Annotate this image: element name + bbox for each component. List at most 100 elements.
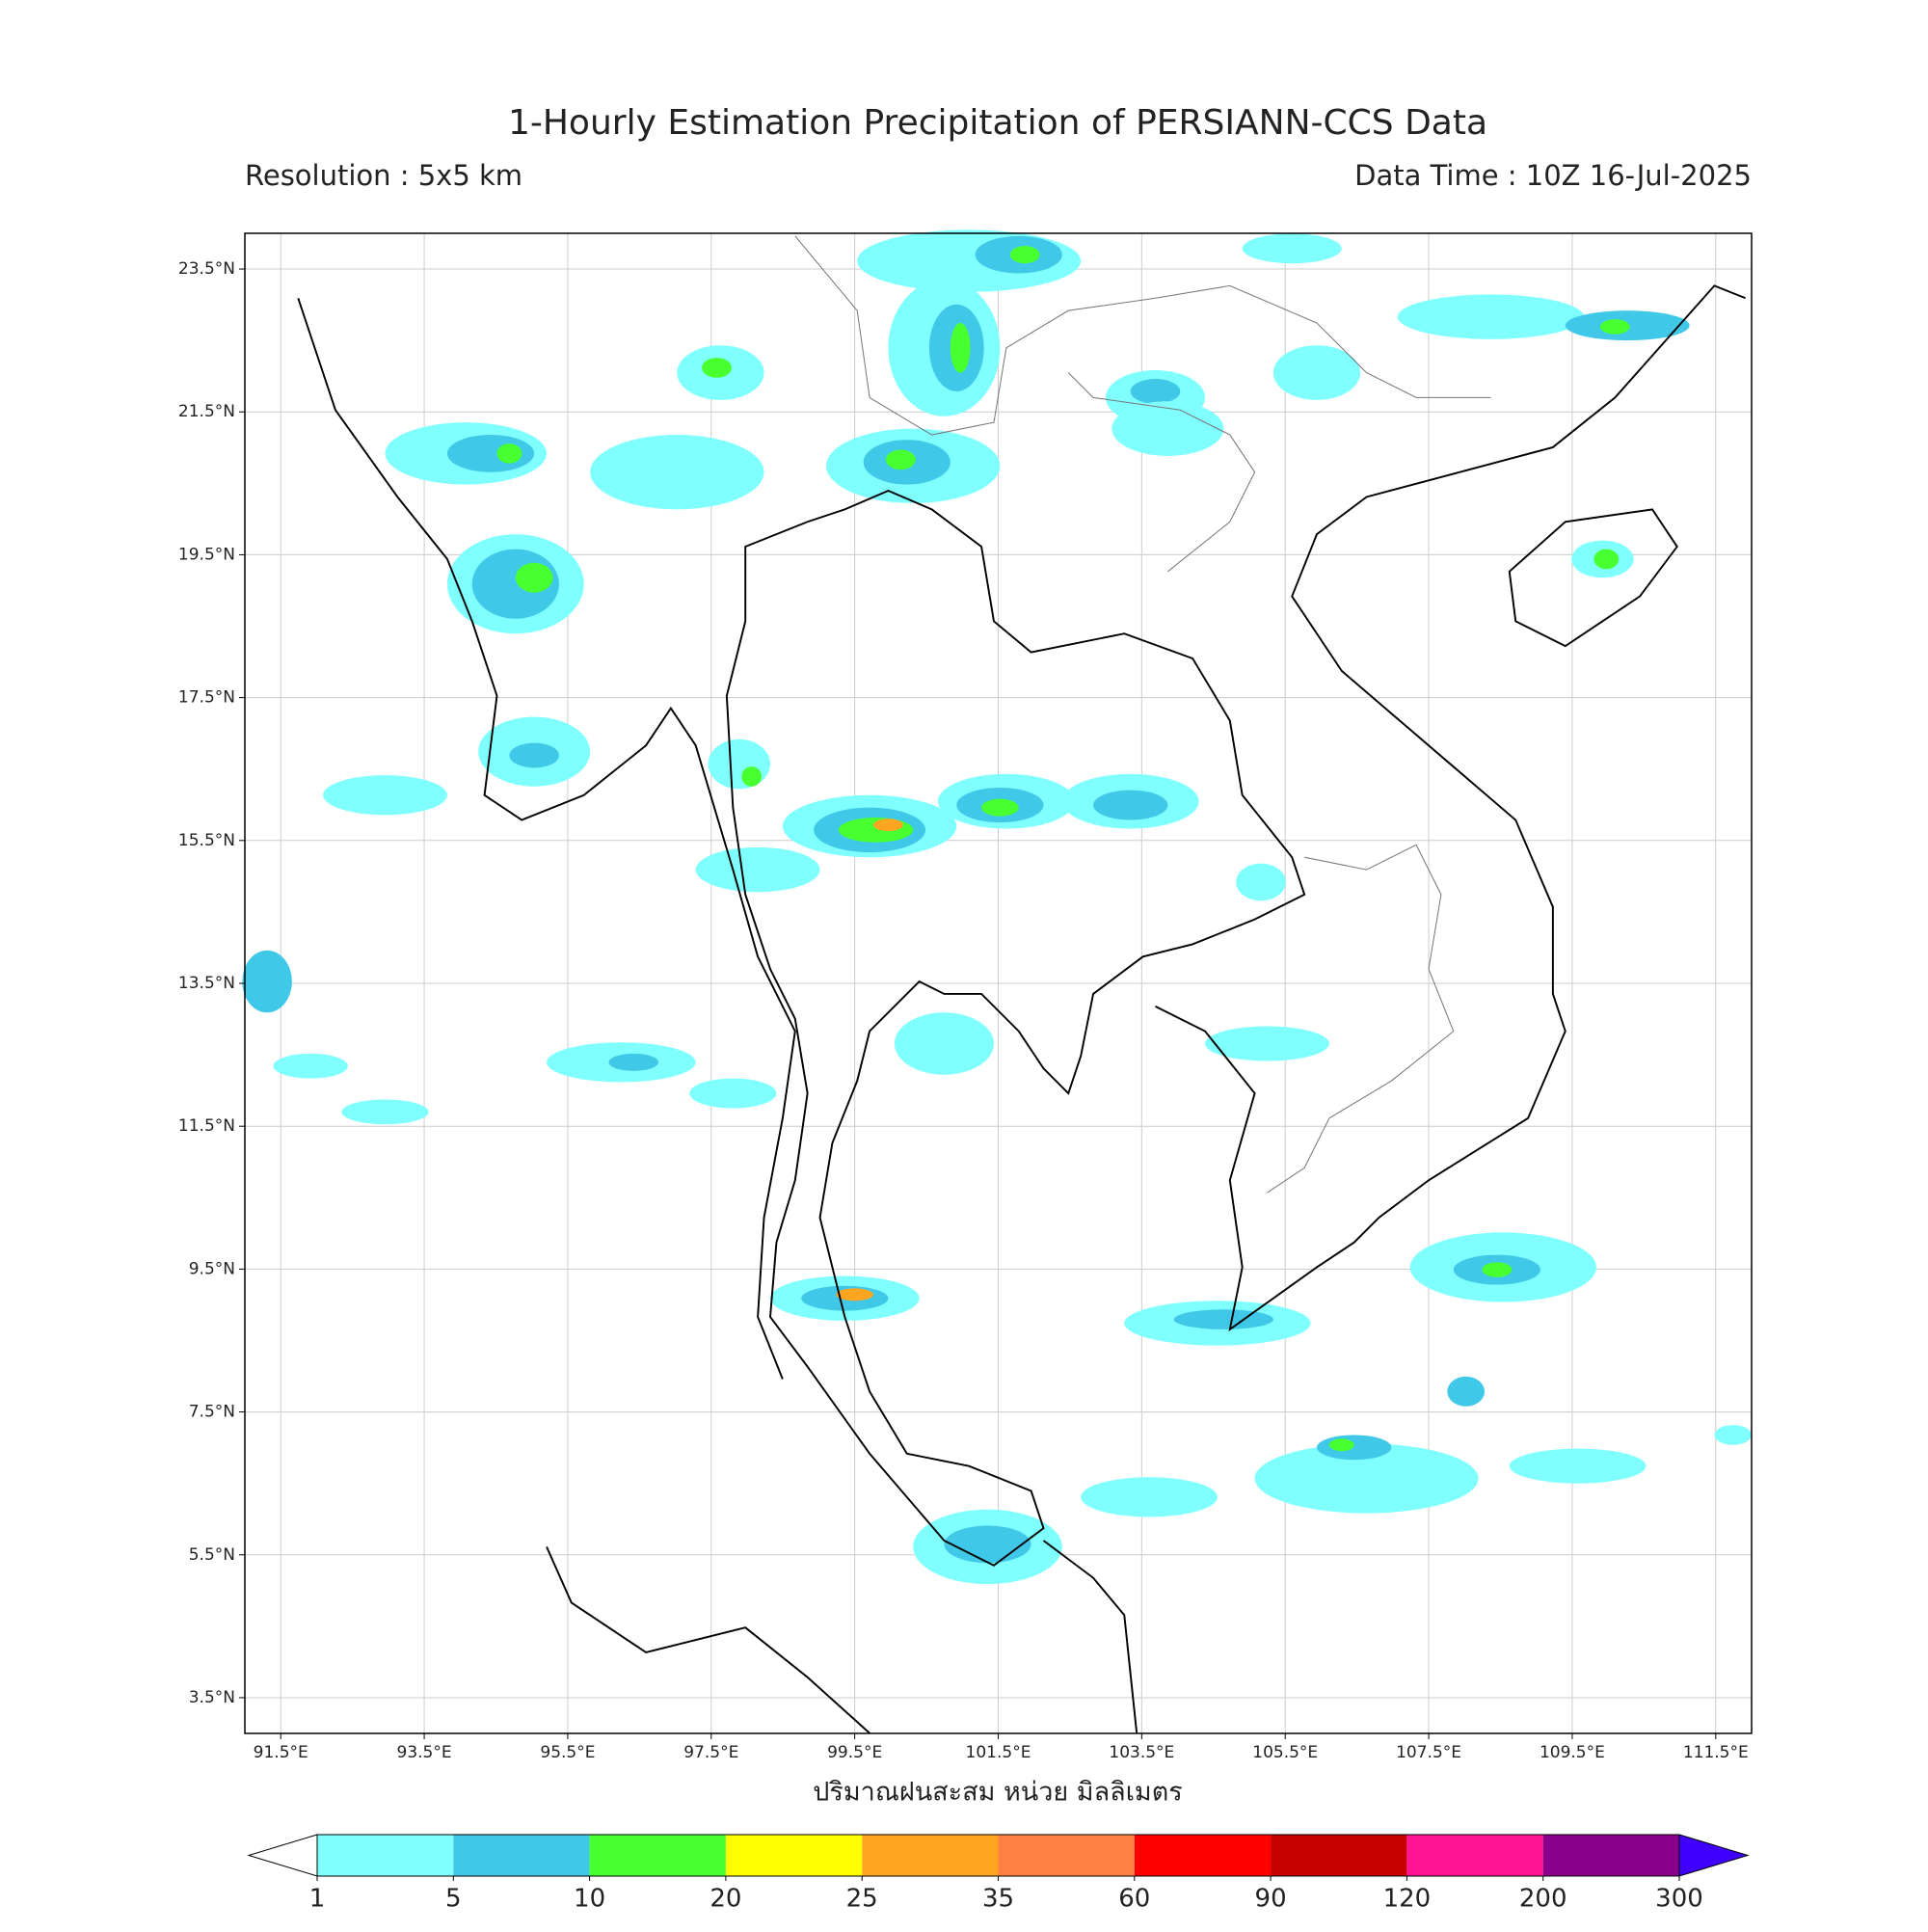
- colorbar-segment: [317, 1835, 454, 1876]
- x-tick-label: 109.5°E: [1540, 1743, 1605, 1762]
- y-tick-label: 11.5°N: [178, 1116, 235, 1136]
- y-tick-label: 17.5°N: [178, 688, 235, 708]
- colorbar-segment: [725, 1835, 863, 1876]
- colorbar-label: 300: [1655, 1885, 1703, 1914]
- axes: 91.5°E 93.5°E 95.5°E 97.5°E 99.5°E 101.5°E 103…: [178, 259, 1749, 1762]
- colorbar-label: 5: [445, 1885, 462, 1914]
- rain-area: [1397, 294, 1585, 339]
- colorbar: 1 5 10 20 25 35 60 90 120 200 300: [247, 1834, 1750, 1914]
- colorbar-label: 10: [574, 1885, 605, 1914]
- rain-area: [509, 742, 559, 768]
- rain-area: [944, 1525, 1031, 1564]
- y-tick-label: 3.5°N: [189, 1688, 235, 1707]
- coastline: [1508, 508, 1678, 648]
- colorbar-over: [1678, 1834, 1750, 1877]
- x-tick-label: 107.5°E: [1396, 1743, 1461, 1762]
- rain-area: [1714, 1425, 1753, 1445]
- y-tick-label: 23.5°N: [178, 259, 235, 279]
- rain-area: [1447, 1376, 1485, 1407]
- colorbar-segment: [1134, 1835, 1272, 1876]
- colorbar-label: 60: [1118, 1885, 1150, 1914]
- rain-area: [838, 817, 914, 843]
- colorbar-segment: [453, 1835, 590, 1876]
- grid: [245, 233, 1752, 1733]
- x-tick-label: 105.5°E: [1252, 1743, 1318, 1762]
- colorbar-label: 35: [982, 1885, 1014, 1914]
- colorbar-label: 25: [846, 1885, 878, 1914]
- rain-area: [695, 846, 820, 893]
- coastline: [1042, 1540, 1138, 1733]
- rain-area: [836, 1288, 873, 1301]
- rain-area: [496, 443, 522, 464]
- x-tick-label: 93.5°E: [397, 1743, 452, 1762]
- rain-area: [872, 818, 903, 832]
- rain-area: [1599, 319, 1630, 335]
- coastlines: [297, 235, 1746, 1734]
- rain-area: [1205, 1026, 1329, 1061]
- rain-area: [981, 798, 1019, 817]
- title: 1-Hourly Estimation Precipitation of PER…: [508, 103, 1487, 143]
- coastline: [546, 1546, 870, 1734]
- x-tick-label: 91.5°E: [254, 1743, 308, 1762]
- rain-area: [1317, 1435, 1392, 1461]
- colorbar-label: 90: [1255, 1885, 1287, 1914]
- map-layer: [242, 229, 1753, 1734]
- rain-area: [341, 1099, 429, 1125]
- colorbar-under: [247, 1834, 318, 1877]
- y-tick-label: 21.5°N: [178, 402, 235, 421]
- y-tick-label: 19.5°N: [178, 545, 235, 564]
- y-tick-label: 7.5°N: [189, 1403, 235, 1422]
- colorbar-segment: [1542, 1835, 1679, 1876]
- rain-area: [894, 1012, 994, 1075]
- y-tick-label: 9.5°N: [189, 1259, 235, 1278]
- rain-area: [1482, 1262, 1513, 1277]
- colorbar-label: 200: [1519, 1885, 1567, 1914]
- colorbar-segment: [1406, 1835, 1543, 1876]
- rain-area: [689, 1078, 777, 1109]
- rain-area: [1254, 1443, 1479, 1514]
- x-tick-label: 97.5°E: [683, 1743, 738, 1762]
- rain-area: [1509, 1448, 1647, 1484]
- x-tick-label: 103.5°E: [1109, 1743, 1174, 1762]
- x-axis-label: ปริมาณฝนสะสม หน่วย มิลลิเมตร: [813, 1778, 1183, 1808]
- rain-area: [702, 358, 733, 378]
- rain-area: [590, 435, 764, 510]
- rain-area: [323, 775, 447, 816]
- y-tick-label: 15.5°N: [178, 831, 235, 850]
- border-line: [1267, 844, 1455, 1194]
- rain-area: [1093, 790, 1168, 820]
- rain-area: [1173, 1309, 1273, 1329]
- rain-area: [708, 738, 770, 790]
- x-tick-label: 99.5°E: [827, 1743, 882, 1762]
- rain-area: [1593, 549, 1620, 570]
- rain-area: [242, 950, 292, 1013]
- colorbar-segment: [1271, 1835, 1407, 1876]
- x-tick-label: 95.5°E: [540, 1743, 595, 1762]
- colorbar-label: 1: [309, 1885, 326, 1914]
- rain-area: [1328, 1438, 1354, 1452]
- rain-area: [1111, 401, 1224, 456]
- y-tick-label: 5.5°N: [189, 1545, 235, 1565]
- x-tick-label: 101.5°E: [966, 1743, 1031, 1762]
- rain-area: [1130, 379, 1181, 404]
- rain-area: [1081, 1477, 1218, 1517]
- rain-area: [515, 562, 553, 593]
- coastline: [297, 297, 796, 1380]
- y-tick-label: 13.5°N: [178, 974, 235, 993]
- rain-area: [1009, 246, 1040, 264]
- colorbar-label: 20: [710, 1885, 741, 1914]
- coastline: [1155, 284, 1746, 1332]
- border-line: [1067, 372, 1256, 573]
- rain-area: [273, 1053, 348, 1079]
- rain-area: [1236, 863, 1286, 901]
- x-tick-label: 111.5°E: [1683, 1743, 1749, 1762]
- colorbar-segment: [998, 1835, 1135, 1876]
- border-line: [794, 235, 1491, 436]
- rain-area: [608, 1053, 659, 1071]
- subtitle-left: Resolution : 5x5 km: [245, 159, 522, 192]
- rain-area: [950, 323, 971, 373]
- coastline: [725, 489, 1306, 1567]
- colorbar-segment: [589, 1835, 726, 1876]
- rain-area: [885, 449, 916, 470]
